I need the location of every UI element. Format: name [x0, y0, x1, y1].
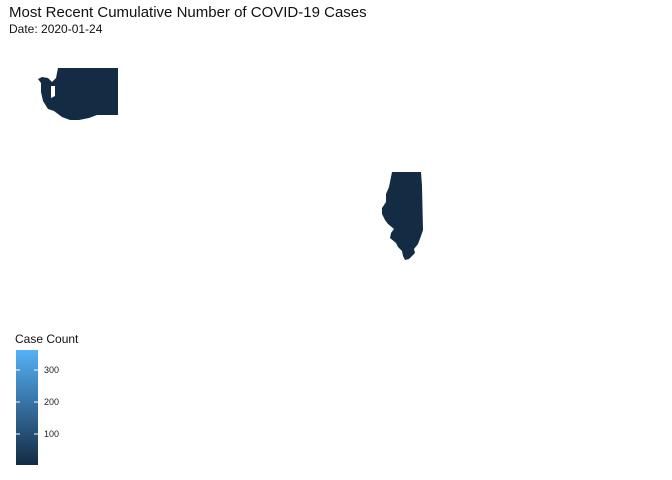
legend-colorbar [16, 350, 38, 465]
legend: Case Count 300 200 100 [15, 332, 135, 472]
map-title: Most Recent Cumulative Number of COVID-1… [9, 4, 367, 21]
state-illinois[interactable] [382, 172, 423, 260]
legend-title: Case Count [15, 332, 79, 346]
legend-label-300: 300 [44, 365, 60, 375]
map-subtitle: Date: 2020-01-24 [9, 22, 103, 36]
legend-label-100: 100 [44, 429, 60, 439]
state-washington[interactable] [38, 68, 118, 120]
legend-label-200: 200 [44, 397, 60, 407]
